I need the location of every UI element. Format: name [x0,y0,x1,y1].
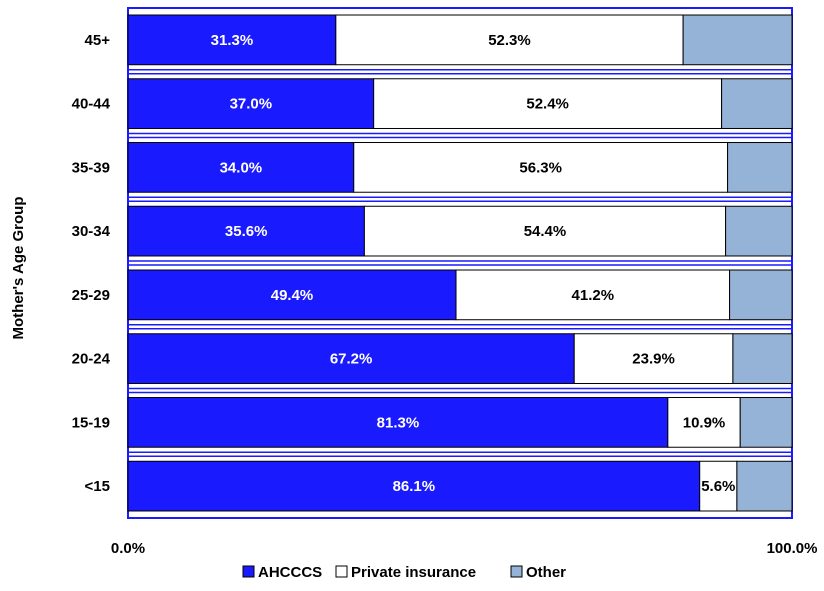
data-label-ahcccs-15-19: 81.3% [377,414,420,431]
bar-other-15 [736,460,793,512]
bar-private-insurance-45 [335,14,684,66]
bar-other-15-19 [739,397,793,448]
bar-ahcccs-40-44 [127,78,375,129]
y-axis-title: Mother's Age Group [10,196,27,339]
data-label-ahcccs-15: 86.1% [393,478,436,495]
data-label-ahcccs-25-29: 49.4% [271,287,314,304]
bar-private-insurance-15 [699,460,738,512]
bar-ahcccs-30-34 [127,205,365,257]
legend-label-private-insurance: Private insurance [351,564,476,581]
data-label-private-insurance-30-34: 54.4% [524,223,567,240]
legend: AHCCCS Private insurance Other [242,564,566,581]
bar-other-25-29 [729,269,793,321]
bar-private-insurance-40-44 [373,78,723,129]
data-label-private-insurance-25-29: 41.2% [572,287,615,304]
bar-ahcccs-35-39 [127,142,355,193]
legend-label-other: Other [526,564,566,581]
data-label-private-insurance-45: 52.3% [488,32,531,49]
plot-area: 45+ 31.3% 52.3% 40-44 37.0% 52.4% 35-39 34.0% 56… [72,7,793,519]
bar-other-40-44 [721,78,793,129]
bar-ahcccs-25-29 [127,269,457,321]
y-tick-label-15: <15 [85,478,110,495]
legend-swatch-other [510,565,523,578]
y-tick-label-40-44: 40-44 [72,96,111,113]
data-label-private-insurance-20-24: 23.9% [632,351,675,368]
data-label-ahcccs-40-44: 37.0% [230,96,273,113]
bar-private-insurance-20-24 [573,333,734,384]
data-label-private-insurance-15-19: 10.9% [683,414,726,431]
bar-private-insurance-25-29 [455,269,731,321]
y-tick-label-30-34: 30-34 [72,223,111,240]
bar-other-30-34 [725,205,793,257]
y-tick-label-45: 45+ [85,32,111,49]
y-tick-label-35-39: 35-39 [72,159,110,176]
bar-private-insurance-30-34 [363,205,727,257]
legend-swatch-private-insurance [335,565,348,578]
y-tick-label-25-29: 25-29 [72,287,110,304]
x-tick-label-min: 0.0% [111,540,145,557]
bar-ahcccs-45 [127,14,337,66]
bar-ahcccs-15 [127,460,701,512]
data-label-ahcccs-35-39: 34.0% [220,159,263,176]
bar-private-insurance-15-19 [667,397,741,448]
y-tick-label-20-24: 20-24 [72,351,111,368]
x-tick-label-max: 100.0% [767,540,818,557]
data-label-ahcccs-45: 31.3% [211,32,254,49]
bar-ahcccs-15-19 [127,397,669,448]
bar-other-35-39 [727,142,793,193]
data-label-private-insurance-15: 5.6% [701,478,735,495]
plot-border [127,7,793,519]
bar-other-20-24 [732,333,793,384]
data-label-ahcccs-20-24: 67.2% [330,351,373,368]
data-label-private-insurance-35-39: 56.3% [519,159,562,176]
legend-label-ahcccs: AHCCCS [258,564,322,581]
bar-other-45 [682,14,793,66]
y-tick-label-15-19: 15-19 [72,414,110,431]
data-label-ahcccs-30-34: 35.6% [225,223,268,240]
data-label-private-insurance-40-44: 52.4% [526,96,569,113]
legend-swatch-ahcccs [242,565,255,578]
bar-ahcccs-20-24 [127,333,575,384]
